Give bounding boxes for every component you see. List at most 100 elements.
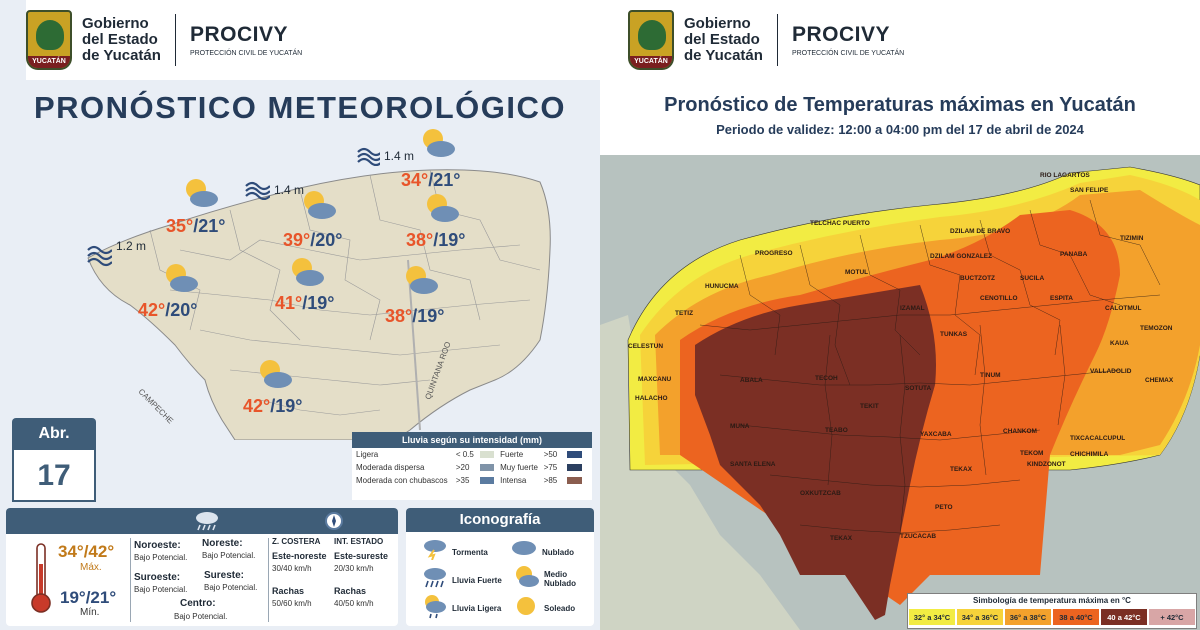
temperature-legend-row: 32° a 34°C 34° a 36°C 36° a 38°C 38 a 40… [908,608,1196,626]
header-divider [174,14,176,66]
partly-cloudy-icon [423,129,455,157]
municipality-label: BUCTZOTZ [960,275,996,282]
temp-max: 34°/42° [58,542,115,561]
suroeste-value: Bajo Potencial. [134,585,188,594]
government-name: Gobierno del Estado de Yucatán [82,15,161,64]
suroeste-label: Suroeste: [134,572,181,583]
rain-legend-title: Lluvia según su intensidad (mm) [352,432,592,448]
inland-gusts-value: 40/50 km/h [334,599,374,608]
page-title: PRONÓSTICO METEOROLÓGICO [33,90,566,125]
partly-cloudy-icon [292,258,324,286]
municipality-label: ESPITA [1050,295,1073,302]
municipality-label: DZILAM DE BRAVO [950,228,1011,235]
city-temp-4: 38°/19° [406,230,466,250]
procivy-logo: PROCIVY PROTECCIÓN CIVIL DE YUCATÁN [189,23,303,57]
header: YUCATÁN Gobierno del Estado de Yucatán P… [26,0,600,80]
legend-40-42: 40 a 42°C [1100,608,1148,626]
legend-36-38: 36° a 38°C [1004,608,1052,626]
partly-cloudy-icon [166,264,198,292]
centro-value: Bajo Potencial. [174,612,228,621]
municipality-label: CENOTILLO [980,295,1018,302]
date-month: Abr. [12,418,96,450]
sunny-label: Soleado [544,604,576,613]
state-seal-icon: YUCATÁN [628,10,674,70]
city-temp-7: 38°/19° [385,306,445,326]
municipality-label: MOTUL [845,269,869,276]
municipality-label: VALLADOLID [1090,368,1132,375]
municipality-label: TZUCACAB [900,533,937,540]
municipality-label: OXKUTZCAB [800,490,841,497]
partly-cloudy-icon [427,194,459,222]
noroeste-value: Bajo Potencial. [134,553,188,562]
light-rain-icon [425,595,446,619]
cloudy-label: Nublado [542,548,574,557]
rain-legend: Lluvia según su intensidad (mm) Ligera < … [352,432,592,500]
centro-label: Centro: [180,598,216,609]
legend-34-36: 34° a 36°C [956,608,1004,626]
sureste-label: Sureste: [204,570,245,581]
municipality-label: TEKAX [950,466,973,473]
temp-min: 19°/21° [60,588,117,607]
wave-height-west: 1.2 m [86,236,146,270]
procivy-logo: PROCIVY PROTECCIÓN CIVIL DE YUCATÁN [791,23,905,57]
municipality-label: PROGRESO [755,250,793,257]
wave-height-east: 1.4 m [356,146,414,166]
municipality-label: DZILAM GONZALEZ [930,253,993,260]
municipality-label: YAXCABA [920,431,952,438]
campeche-label: CAMPECHE [137,387,175,425]
partly-cloudy-icon [304,191,336,219]
municipality-label: KAUA [1110,340,1129,347]
noroeste-label: Noroeste: [134,540,181,551]
municipality-label: MUNA [730,423,750,430]
municipality-label: CALOTMUL [1105,305,1142,312]
municipality-label: SAN FELIPE [1070,187,1109,194]
wave-icon [87,245,112,267]
municipality-label: TECOH [815,375,838,382]
light-rain-label: Lluvia Ligera [452,604,502,613]
municipality-label: ABALA [740,377,763,384]
icon-legend: Iconografía Tormenta Nublado Lluvia Fuer… [406,508,594,626]
seal-label: YUCATÁN [630,56,672,68]
coastal-wind-dir: Este-noreste [272,551,327,561]
municipality-label: TELCHAC PUERTO [810,220,870,227]
temperature-legend-title: Simbología de temperatura máxima en °C [973,596,1131,605]
legend-42-plus: + 42°C [1148,608,1196,626]
coastal-zone-label: Z. COSTERA [272,537,321,546]
municipality-label: TIXCACALCUPUL [1070,435,1126,442]
coastal-gusts-value: 50/60 km/h [272,599,312,608]
temperature-legend: Simbología de temperatura máxima en °C 3… [907,593,1197,629]
city-temp-2: 35°/21° [166,216,226,236]
municipality-label: CHANKOM [1003,428,1037,435]
municipality-label: CHEMAX [1145,377,1174,384]
seal-label: YUCATÁN [28,56,70,68]
municipality-label: TEKAX [830,535,853,542]
forecast-panel: YUCATÁN Gobierno del Estado de Yucatán P… [0,0,600,630]
municipality-label: SUCILA [1020,275,1045,282]
noreste-value: Bajo Potencial. [202,551,256,560]
temp-min-label: Mín. [80,607,100,618]
temp-max-label: Máx. [80,562,102,573]
municipality-label: MAXCANU [638,376,672,383]
municipality-label: IZAMAL [900,305,925,312]
partly-cloudy-icon [260,360,292,388]
partly-cloudy-icon [186,179,218,207]
city-temp-6: 41°/19° [275,293,335,313]
inland-wind-dir: Este-sureste [334,551,389,561]
yucatan-map: CAMPECHE QUINTANA ROO [87,169,551,440]
coastal-gusts-label: Rachas [272,586,305,596]
state-seal-icon: YUCATÁN [26,10,72,70]
header: YUCATÁN Gobierno del Estado de Yucatán P… [628,0,1200,80]
municipality-label: TEKOM [1020,450,1044,457]
wave-icon [245,181,270,200]
municipality-label: PANABA [1060,251,1088,258]
temperature-zones [600,155,1200,630]
municipality-label: TETIZ [675,310,694,317]
coastal-wind-speed: 30/40 km/h [272,564,312,573]
cloudy-icon [512,541,536,555]
wave-height-north: 1.4 m [244,180,304,200]
compass-icon [325,512,343,530]
rain-legend-row: Ligera < 0.5 Fuerte >50 [352,448,592,461]
city-temp-3: 39°/20° [283,230,343,250]
storm-label: Tormenta [452,548,488,557]
municipality-label: SOTUTA [905,385,932,392]
